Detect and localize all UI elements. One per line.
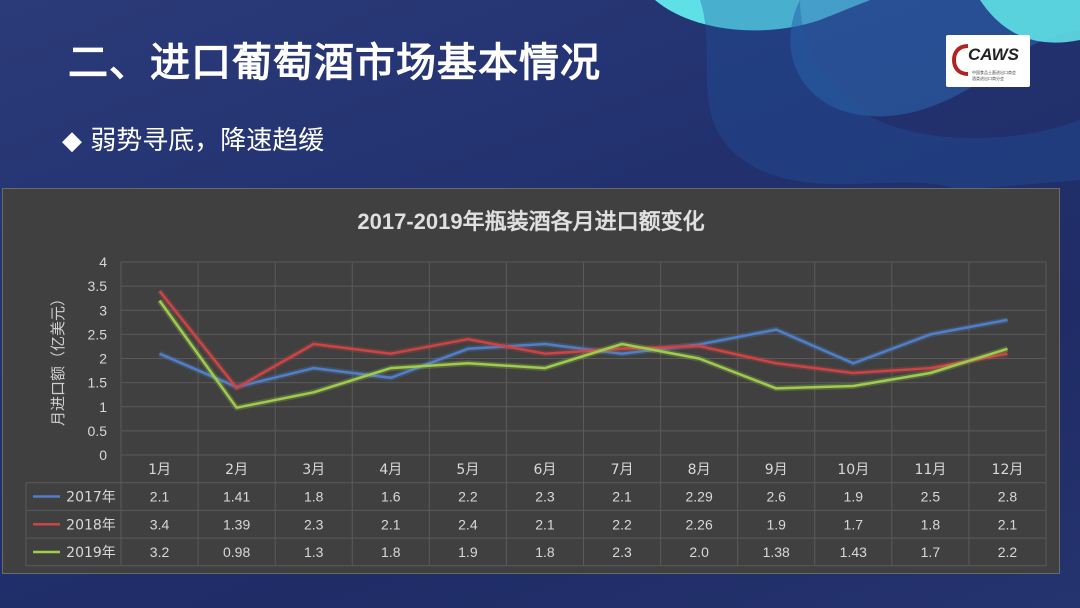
table-cell-value: 0.98 xyxy=(223,544,250,560)
x-category-label: 1月 xyxy=(148,462,171,478)
table-cell-value: 1.8 xyxy=(381,544,401,560)
table-cell-value: 1.39 xyxy=(223,516,250,532)
page-title: 二、进口葡萄酒市场基本情况 xyxy=(68,40,601,86)
table-cell-value: 1.9 xyxy=(458,544,478,560)
x-category-label: 11月 xyxy=(914,462,946,478)
y-tick-label: 0 xyxy=(99,447,107,463)
x-category-label: 2月 xyxy=(225,462,248,478)
table-cell-value: 1.8 xyxy=(921,516,941,532)
series-line xyxy=(159,318,1008,389)
table-cell-value: 2.1 xyxy=(535,516,555,532)
x-category-label: 9月 xyxy=(765,462,788,478)
table-cell-value: 2.1 xyxy=(612,489,632,505)
legend-label: 2019年 xyxy=(66,545,116,561)
table-cell-value: 1.38 xyxy=(763,544,790,560)
table-cell-value: 2.8 xyxy=(998,489,1018,505)
table-cell-value: 2.2 xyxy=(998,544,1018,560)
table-cell-value: 1.9 xyxy=(766,516,786,532)
table-cell-value: 2.6 xyxy=(766,489,786,505)
x-category-label: 7月 xyxy=(611,462,634,478)
x-category-label: 10月 xyxy=(837,462,869,478)
table-cell-value: 2.3 xyxy=(304,516,324,532)
table-cell-value: 2.3 xyxy=(612,544,632,560)
logo-subtext-2: 酒类进出口商分会 xyxy=(972,76,1004,81)
diamond-bullet-icon: ◆ xyxy=(62,126,82,156)
table-cell-value: 2.4 xyxy=(458,516,478,532)
table-cell-value: 1.9 xyxy=(844,489,864,505)
y-axis-label: 月进口额（亿美元） xyxy=(49,291,67,426)
table-cell-value: 1.8 xyxy=(304,489,324,505)
table-cell-value: 3.4 xyxy=(150,516,170,532)
x-category-label: 5月 xyxy=(456,462,479,478)
table-cell-value: 2.3 xyxy=(535,489,555,505)
table-cell-value: 1.8 xyxy=(535,544,555,560)
table-cell-value: 1.3 xyxy=(304,544,324,560)
table-cell-value: 1.43 xyxy=(840,544,867,560)
table-cell-value: 1.41 xyxy=(223,489,250,505)
y-tick-label: 2.5 xyxy=(88,326,108,342)
table-cell-value: 2.5 xyxy=(921,489,941,505)
table-cell-value: 1.7 xyxy=(844,516,864,532)
table-cell-value: 2.1 xyxy=(381,516,401,532)
y-tick-label: 3 xyxy=(99,302,107,318)
y-tick-label: 1.5 xyxy=(88,375,108,391)
subtitle: ◆ 弱势寻底，降速趋缓 xyxy=(62,120,324,157)
table-cell-value: 2.1 xyxy=(150,489,170,505)
legend-label: 2018年 xyxy=(66,517,116,533)
table-cell-value: 2.29 xyxy=(686,489,713,505)
x-category-label: 12月 xyxy=(992,462,1024,478)
subtitle-text: 弱势寻底，降速趋缓 xyxy=(90,126,325,156)
logo-text: CAWS xyxy=(968,45,1019,64)
x-category-label: 8月 xyxy=(688,462,711,478)
chart-panel: 2017-2019年瓶装酒各月进口额变化月进口额（亿美元） 0 0.5 1 1.5 2 2.… xyxy=(2,188,1060,574)
table-cell-value: 2.2 xyxy=(612,516,632,532)
caws-logo: CAWS 中国食品土畜进出口商会 酒类进出口商分会 xyxy=(946,35,1030,87)
y-tick-label: 1 xyxy=(99,399,107,415)
chart-title: 2017-2019年瓶装酒各月进口额变化 xyxy=(357,209,704,234)
x-category-label: 4月 xyxy=(379,462,402,478)
series-line xyxy=(158,290,1008,390)
x-category-label: 3月 xyxy=(302,462,325,478)
table-cell-value: 3.2 xyxy=(150,544,170,560)
table-cell-value: 2.2 xyxy=(458,489,478,505)
table-cell-value: 2.1 xyxy=(998,516,1018,532)
series-line xyxy=(158,299,1008,409)
caws-arc-icon xyxy=(952,44,969,76)
x-category-label: 6月 xyxy=(533,462,556,478)
legend-label: 2017年 xyxy=(66,490,116,506)
table-cell-value: 1.7 xyxy=(921,544,941,560)
logo-subtext-1: 中国食品土畜进出口商会 xyxy=(972,70,1016,75)
y-tick-label: 4 xyxy=(99,254,107,270)
y-tick-label: 3.5 xyxy=(88,278,108,294)
y-tick-label: 2 xyxy=(99,351,107,367)
table-cell-value: 2.0 xyxy=(689,544,709,560)
table-cell-value: 2.26 xyxy=(686,516,713,532)
y-tick-label: 0.5 xyxy=(88,423,108,439)
table-cell-value: 1.6 xyxy=(381,489,401,505)
